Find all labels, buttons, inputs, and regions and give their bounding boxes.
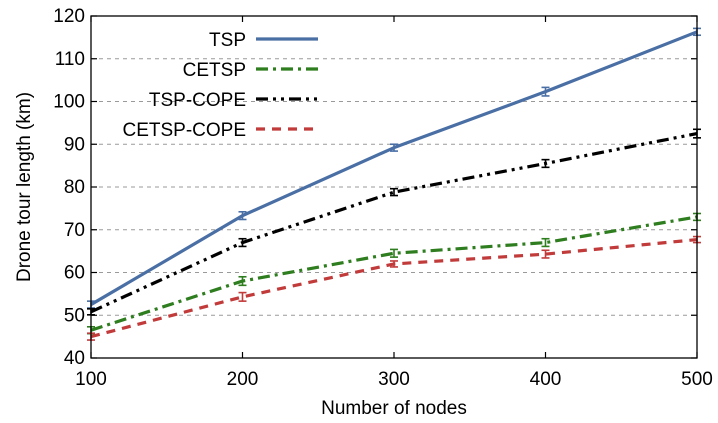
series-line [90, 131, 698, 314]
grid-lines [91, 58, 697, 316]
y-tick-label: 80 [64, 177, 85, 198]
error-bar [238, 237, 247, 248]
error-bar [238, 291, 247, 302]
y-axis-title: Drone tour length (km) [14, 92, 35, 282]
legend-label: TSP [209, 30, 246, 51]
x-axis-title: Number of nodes [321, 398, 467, 419]
legend: TSP CETSP TSP-COPE CETSP-COPE [122, 30, 318, 141]
x-tick-label: 400 [530, 369, 562, 390]
error-bar [541, 249, 550, 259]
legend-item: CETSP-COPE [122, 120, 318, 141]
x-tick-label: 100 [75, 369, 107, 390]
y-tick-label: 40 [64, 348, 85, 369]
y-tick-label: 60 [64, 263, 85, 284]
y-tick-label: 110 [55, 49, 85, 70]
legend-label: CETSP [183, 60, 246, 81]
error-bar [541, 158, 550, 169]
x-tick-label: 200 [227, 369, 259, 390]
series-tsp-cope [87, 128, 701, 316]
error-bar [541, 237, 550, 248]
error-bar [390, 248, 398, 258]
error-bar [238, 210, 247, 221]
legend-label: CETSP-COPE [122, 120, 246, 141]
series-line [90, 215, 698, 332]
error-bar [390, 187, 398, 197]
legend-item: TSP-COPE [149, 90, 318, 111]
y-tick-label: 70 [64, 220, 85, 241]
y-tick-label: 90 [64, 134, 85, 155]
axis-ticks: 40 50 60 70 80 90 100 110 120 100 200 300 400 500 [53, 6, 713, 390]
legend-label: TSP-COPE [149, 90, 246, 111]
series-cetsp [87, 212, 701, 335]
error-bar [390, 143, 398, 152]
y-tick-label: 50 [64, 305, 85, 326]
y-tick-label: 100 [53, 92, 85, 113]
error-bar [390, 260, 398, 268]
error-bar [541, 86, 550, 97]
y-tick-label: 120 [53, 6, 85, 27]
series-tsp [87, 27, 701, 309]
x-tick-label: 300 [378, 369, 410, 390]
series-group [87, 27, 701, 341]
legend-item: CETSP [183, 60, 318, 81]
legend-item: TSP [209, 30, 318, 51]
x-tick-label: 500 [681, 369, 713, 390]
error-bar [238, 275, 247, 287]
